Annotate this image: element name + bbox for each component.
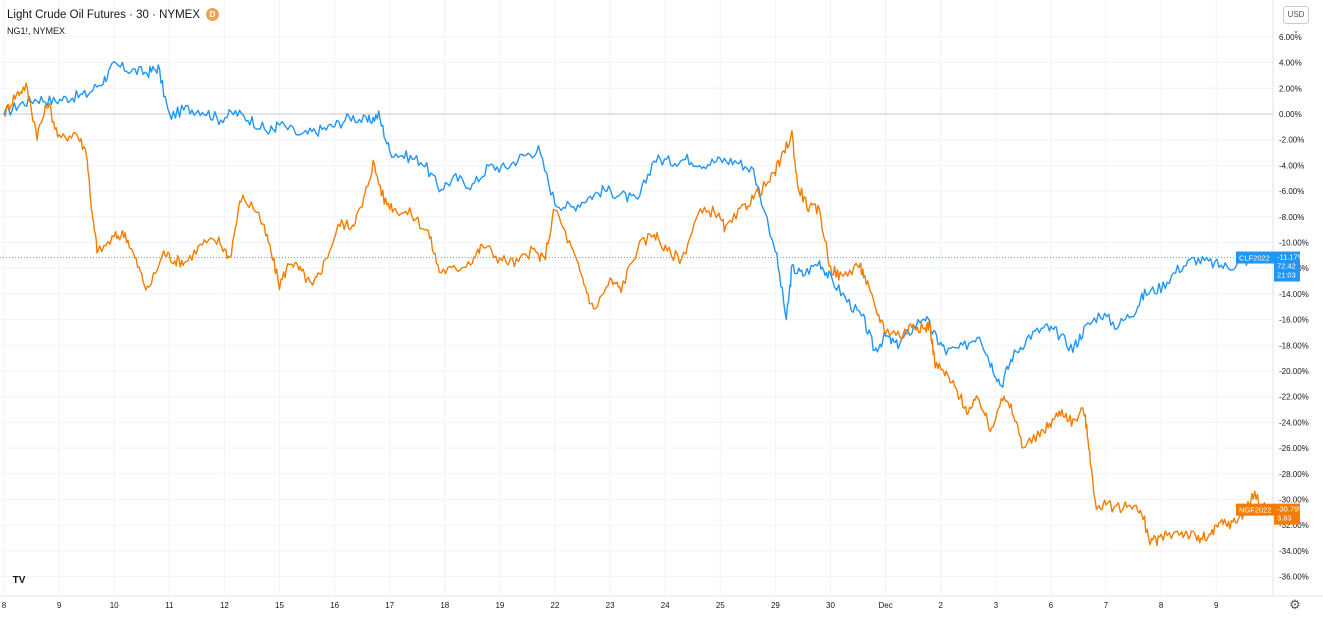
x-tick-label: 8	[2, 601, 7, 610]
symbol-tag-ngf2022	[1236, 503, 1274, 516]
price-label-value: 3.83	[1277, 514, 1292, 523]
y-tick-label: -36.00%	[1279, 573, 1309, 582]
y-tick-label: 6.00%	[1279, 33, 1302, 42]
price-label-value: -30.79%	[1277, 505, 1305, 514]
y-tick-label: -32.00%	[1279, 521, 1309, 530]
x-tick-label: 2	[938, 601, 943, 610]
y-tick-label: -2.00%	[1279, 136, 1304, 145]
price-label-box-clf2022	[1274, 251, 1300, 282]
currency-button[interactable]: USD ⌄	[1283, 6, 1309, 35]
x-tick-label: 10	[110, 601, 119, 610]
x-tick-label: 18	[440, 601, 449, 610]
x-tick-label: 19	[495, 601, 504, 610]
x-tick-label: 22	[551, 601, 560, 610]
x-tick-label: 24	[661, 601, 670, 610]
x-tick-label: 6	[1049, 601, 1054, 610]
y-tick-label: 2.00%	[1279, 84, 1302, 93]
chart-legend[interactable]: Light Crude Oil Futures · 30 · NYMEX D	[7, 8, 220, 21]
gear-icon[interactable]: ⚙	[1289, 597, 1301, 612]
x-axis[interactable]: 8 9 10 11 12 15 16 17 18 19 22 23 24 25 29 30 Dec 2 3 6 7 8 9	[2, 601, 1219, 610]
currency-label: USD	[1287, 10, 1305, 19]
x-tick-label: 25	[716, 601, 725, 610]
symbol-tag-text: NGF2022	[1239, 506, 1272, 515]
x-tick-label: 16	[330, 601, 339, 610]
price-label-value: -11.17%	[1277, 253, 1305, 262]
x-tick-label: 3	[994, 601, 999, 610]
x-tick-label: 7	[1104, 601, 1109, 610]
series-layer	[3, 60, 1267, 547]
y-tick-label: -24.00%	[1279, 418, 1309, 427]
symbol-tag-text: CLF2022	[1239, 254, 1270, 263]
y-tick-label: -16.00%	[1279, 316, 1309, 325]
x-tick-label: 29	[771, 601, 780, 610]
tradingview-logo-icon: TV	[12, 575, 26, 586]
price-label-value: 72.42	[1277, 262, 1296, 271]
x-tick-label: 23	[606, 601, 615, 610]
x-tick-label: 9	[57, 601, 62, 610]
y-tick-label: -8.00%	[1279, 213, 1304, 222]
price-label-box-ngf2022	[1274, 503, 1300, 525]
symbol-tag-clf2022	[1236, 251, 1274, 264]
y-tick-label: -6.00%	[1279, 187, 1304, 196]
data-delay-badge: D	[206, 8, 220, 21]
y-tick-label: 4.00%	[1279, 59, 1302, 68]
chart-title: Light Crude Oil Futures · 30 · NYMEX	[7, 9, 201, 21]
y-tick-label: -14.00%	[1279, 290, 1309, 299]
series-line-ngf2022	[3, 82, 1267, 547]
x-tick-label: 11	[165, 601, 174, 610]
x-tick-label: 9	[1214, 601, 1219, 610]
compare-legend[interactable]: NG1!, NYMEX	[7, 26, 65, 36]
y-tick-label: -4.00%	[1279, 161, 1304, 170]
y-tick-label: 0.00%	[1279, 110, 1302, 119]
x-tick-label: 17	[385, 601, 394, 610]
y-tick-label: -28.00%	[1279, 470, 1309, 479]
price-label-value: 21:03	[1277, 271, 1296, 280]
y-tick-label: -26.00%	[1279, 444, 1309, 453]
series-line-clf2022	[3, 60, 1267, 388]
x-tick-label: 8	[1159, 601, 1164, 610]
chevron-down-icon: ⌄	[1292, 26, 1300, 35]
x-tick-label: 30	[826, 601, 835, 610]
y-tick-label: -10.00%	[1279, 239, 1309, 248]
y-tick-label: -20.00%	[1279, 367, 1309, 376]
x-tick-label: 12	[220, 601, 229, 610]
x-tick-label: Dec	[878, 601, 892, 610]
y-tick-label: -18.00%	[1279, 341, 1309, 350]
y-tick-label: -34.00%	[1279, 547, 1309, 556]
y-tick-label: -22.00%	[1279, 393, 1309, 402]
y-tick-label: -30.00%	[1279, 496, 1309, 505]
grid	[0, 0, 1273, 596]
compare-symbol-label: NG1!, NYMEX	[7, 26, 66, 36]
x-tick-label: 15	[275, 601, 284, 610]
